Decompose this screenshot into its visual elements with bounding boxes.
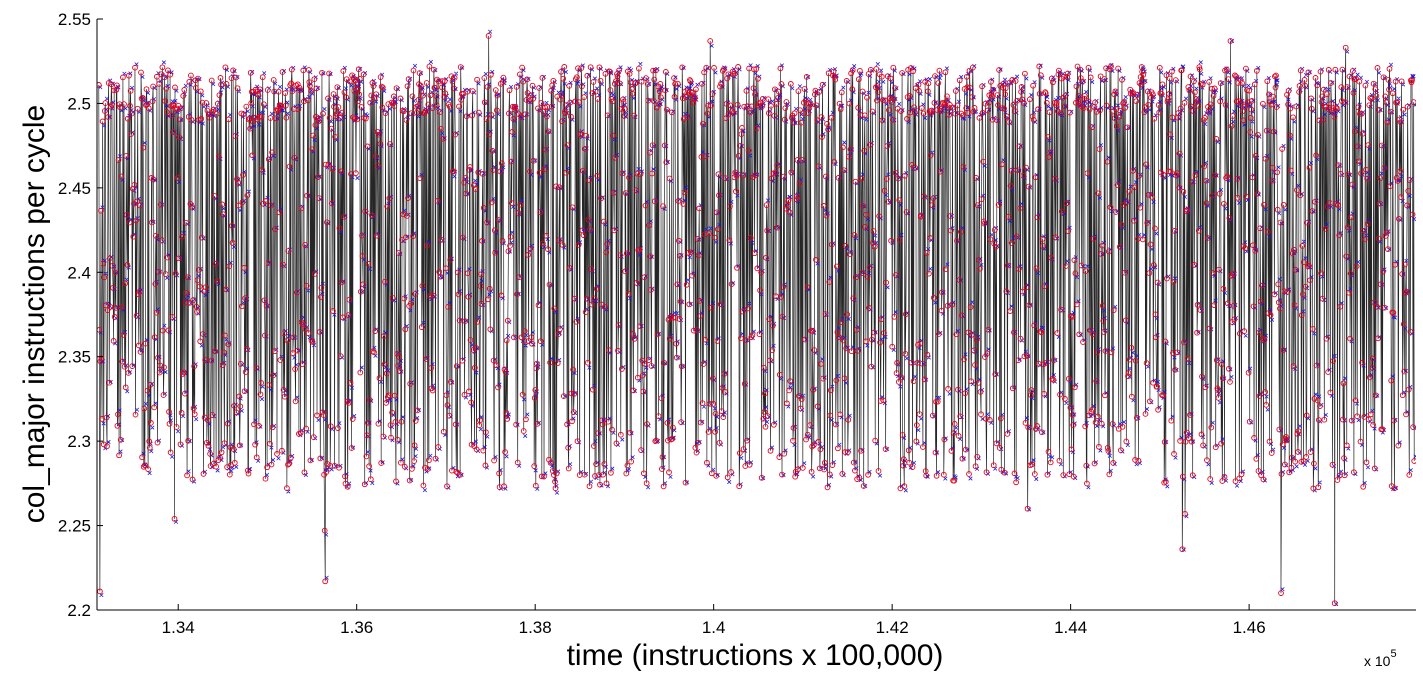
x-exponent-label: x 105 — [1364, 648, 1397, 669]
x-tick-label: 1.44 — [1054, 618, 1087, 637]
y-tick-label: 2.5 — [67, 94, 91, 113]
y-tick-label: 2.35 — [58, 348, 91, 367]
x-tick-label: 1.46 — [1233, 618, 1266, 637]
x-tick-label: 1.42 — [876, 618, 909, 637]
x-tick-label: 1.36 — [340, 618, 373, 637]
x-exponent-base: x 10 — [1364, 653, 1391, 669]
x-tick-label: 1.38 — [519, 618, 552, 637]
x-exponent-power: 5 — [1390, 648, 1396, 660]
x-tick-label: 1.4 — [702, 618, 726, 637]
y-tick-label: 2.55 — [58, 10, 91, 29]
y-tick-label: 2.3 — [67, 432, 91, 451]
y-tick-label: 2.2 — [67, 601, 91, 620]
y-tick-label: 2.25 — [58, 517, 91, 536]
y-tick-label: 2.4 — [67, 263, 91, 282]
x-axis-title: time (instructions x 100,000) — [567, 639, 944, 672]
y-tick-label: 2.45 — [58, 179, 91, 198]
x-tick-label: 1.34 — [162, 618, 195, 637]
y-axis-title: col_major instructions per cycle — [18, 105, 51, 524]
